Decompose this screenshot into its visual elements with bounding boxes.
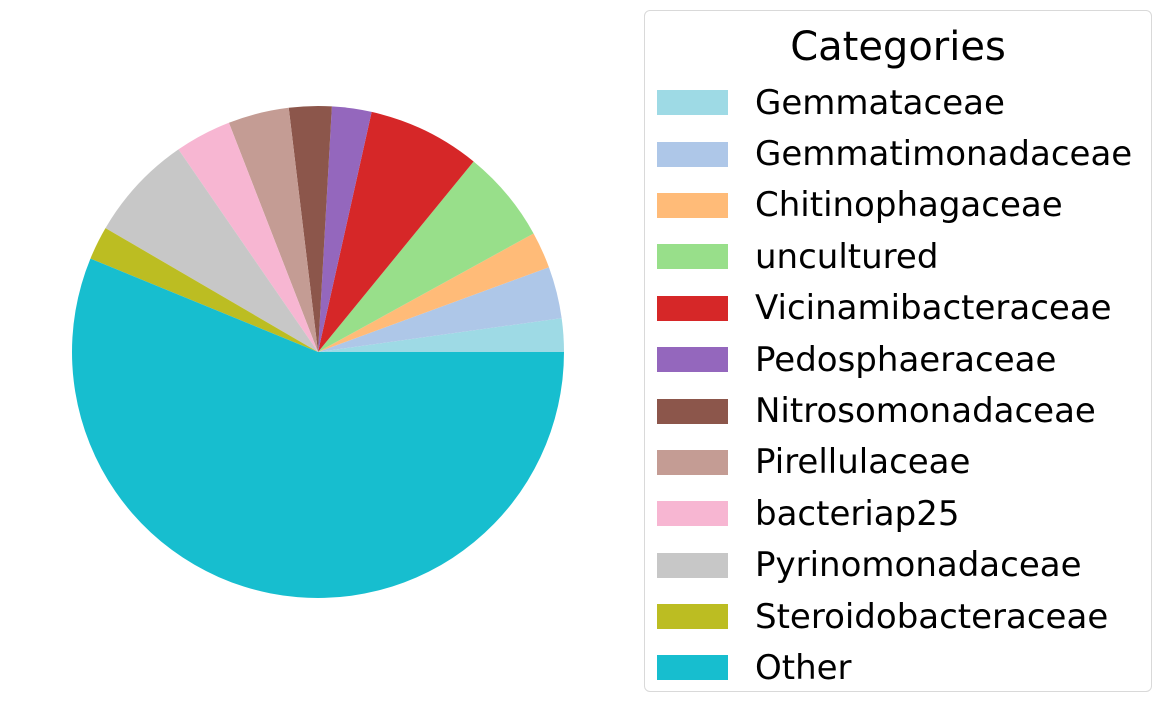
legend-label: Nitrosomonadaceae	[755, 391, 1096, 432]
pie-slices	[71, 105, 564, 598]
pie-slice-pirellulaceae	[228, 107, 318, 352]
pie-slice-pyrinomonadaceae	[105, 149, 318, 352]
legend-swatch	[657, 295, 728, 321]
legend-label: Pirellulaceae	[755, 442, 971, 483]
legend-swatch	[657, 501, 728, 527]
legend-swatch	[657, 655, 728, 681]
legend-entry: Pedosphaeraceae	[657, 334, 1132, 385]
legend: Categories Gemmataceae Gemmatimonadaceae C…	[644, 10, 1152, 692]
legend-label: Steroidobacteraceae	[755, 596, 1109, 637]
pie-slice-steroidobacteraceae	[90, 228, 319, 352]
legend-label: Gemmatimonadaceae	[755, 134, 1133, 175]
pie-slice-uncultured	[318, 161, 534, 352]
pie-slice-pedosphaeraceae	[318, 106, 372, 352]
legend-swatch	[657, 347, 728, 373]
legend-swatch	[657, 604, 728, 630]
pie-slice-gemmatimonadaceae	[318, 267, 562, 352]
legend-entry: Pirellulaceae	[657, 437, 1132, 488]
legend-label: uncultured	[755, 236, 939, 277]
legend-swatch	[657, 90, 728, 116]
pie-slice-bacteriap25	[178, 122, 318, 353]
legend-swatch	[657, 398, 728, 424]
legend-label: Chitinophagaceae	[755, 185, 1063, 226]
legend-label: Gemmataceae	[755, 82, 1005, 123]
legend-entry: Vicinamibacteraceae	[657, 283, 1132, 334]
legend-label: Pyrinomonadaceae	[755, 545, 1082, 586]
legend-swatch	[657, 552, 728, 578]
legend-swatch	[657, 449, 728, 475]
legend-swatch	[657, 141, 728, 167]
legend-entry: Other	[657, 642, 1132, 693]
legend-label: Other	[755, 647, 852, 688]
legend-entry: Pyrinomonadaceae	[657, 540, 1132, 591]
legend-label: Pedosphaeraceae	[755, 339, 1057, 380]
pie-slice-gemmataceae	[318, 318, 564, 352]
legend-entry: Gemmataceae	[657, 77, 1132, 128]
legend-title: Categories	[790, 24, 1006, 70]
pie-slice-vicinamibacteraceae	[318, 111, 474, 352]
pie-slice-chitinophagaceae	[318, 233, 549, 352]
legend-entry: Chitinophagaceae	[657, 180, 1132, 231]
legend-entry: Steroidobacteraceae	[657, 591, 1132, 642]
legend-entry: Gemmatimonadaceae	[657, 128, 1132, 179]
pie-slice-other	[71, 258, 564, 598]
legend-swatch	[657, 192, 728, 218]
legend-entry: uncultured	[657, 231, 1132, 282]
legend-label: bacteriap25	[755, 493, 960, 534]
legend-entry: bacteriap25	[657, 488, 1132, 539]
pie-chart	[71, 105, 564, 598]
legend-swatch	[657, 244, 728, 270]
legend-entry: Nitrosomonadaceae	[657, 385, 1132, 436]
pie-slice-nitrosomonadaceae	[288, 105, 332, 352]
legend-label: Vicinamibacteraceae	[755, 288, 1112, 329]
legend-entries: Gemmataceae Gemmatimonadaceae Chitinophaga…	[657, 77, 1132, 694]
